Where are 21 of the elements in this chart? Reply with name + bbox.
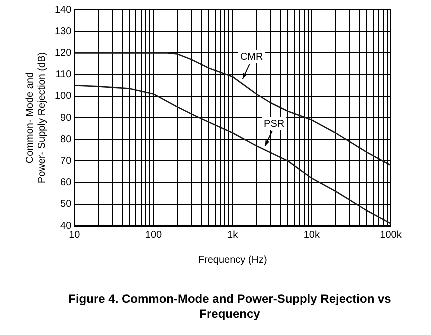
y-tick-label: 40 (60, 220, 72, 232)
y-tick-label: 110 (56, 70, 72, 81)
y-tick-label: 140 (54, 4, 72, 16)
y-tick-label: 120 (54, 48, 72, 59)
x-tick-label: 100 (145, 230, 163, 241)
text: Figure 4. Common-Mode and Power-Supply Rejection vs Frequency (68, 292, 392, 322)
y-tick-label: 80 (60, 134, 72, 146)
y-tick-label: 50 (60, 199, 72, 210)
x-axis-title: Frequency (Hz) (198, 254, 268, 266)
x-tick-label: 1k (228, 230, 240, 241)
x-tick-label: 10 (69, 230, 81, 241)
x-tick-label: 10k (304, 230, 321, 241)
y-tick-label: 90 (60, 112, 72, 124)
x-tick-label: 100k (380, 230, 403, 241)
annotation: CMR (240, 52, 264, 64)
y-tick-label: 60 (60, 178, 72, 189)
y-tick-label: 130 (54, 26, 72, 38)
y-tick-label: 70 (60, 156, 72, 167)
y-axis-title: Common- Mode and Power- Supply Rejection (dB) (24, 52, 48, 184)
annotation: PSR (264, 118, 285, 130)
y-tick-label: 100 (54, 91, 72, 102)
